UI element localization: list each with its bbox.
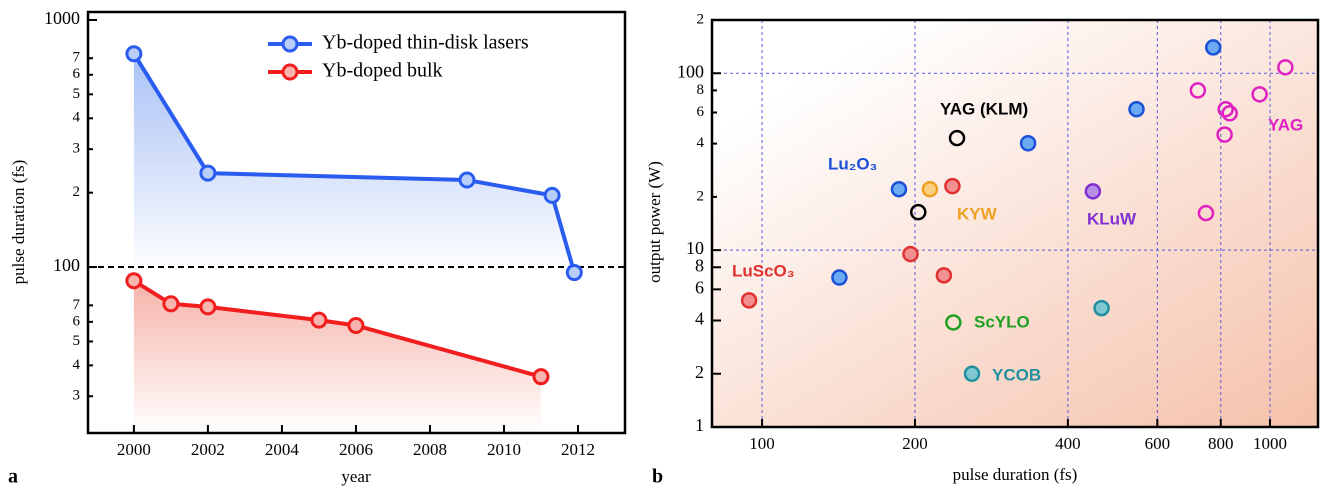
series-label: LuScO₃ <box>732 261 795 280</box>
panel-label: a <box>8 466 18 488</box>
point <box>1093 299 1110 317</box>
point <box>921 180 939 198</box>
y-tick-label: 6 <box>697 104 705 120</box>
x-axis-label: year <box>341 467 371 486</box>
point <box>963 365 981 383</box>
y-tick-label: 4 <box>695 309 704 329</box>
y-tick-label: 5 <box>73 333 81 349</box>
point <box>1204 39 1222 56</box>
point <box>1217 100 1234 118</box>
panel-label: b <box>652 466 663 488</box>
y-tick-label: 1000 <box>44 8 80 28</box>
marker <box>543 186 561 204</box>
marker <box>458 171 476 189</box>
y-tick-label: 10 <box>686 238 704 258</box>
point <box>1251 86 1268 103</box>
y-tick-label: 6 <box>73 313 81 329</box>
x-tick-label: 100 <box>749 434 775 453</box>
point <box>1128 100 1145 118</box>
x-tick-label: 2002 <box>191 440 225 459</box>
series-label: ScYLO <box>974 312 1030 331</box>
y-tick-label: 2 <box>697 188 705 204</box>
x-tick-label: 2006 <box>339 440 373 459</box>
legend-label: Yb-doped thin-disk lasers <box>322 32 529 54</box>
y-tick-label: 2 <box>73 184 81 200</box>
x-tick-label: 400 <box>1055 434 1081 453</box>
point <box>902 245 919 263</box>
y-tick-label: 100 <box>53 255 80 275</box>
point <box>1084 183 1102 200</box>
y-tick-label: 1 <box>695 415 704 435</box>
point <box>945 314 962 331</box>
marker <box>162 295 180 313</box>
point <box>1019 134 1037 152</box>
marker <box>310 311 328 329</box>
y-tick-label: 100 <box>677 61 704 81</box>
series-label: KLuW <box>1087 209 1137 228</box>
x-tick-label: 2008 <box>413 440 447 459</box>
y-tick-label: 2 <box>697 11 705 27</box>
y-tick-label: 6 <box>695 277 704 297</box>
axes-frame <box>710 18 1320 429</box>
y-axis-label: pulse duration (fs) <box>9 160 28 285</box>
x-axis-label: pulse duration (fs) <box>953 465 1078 484</box>
x-tick-label: 2000 <box>117 440 151 459</box>
marker <box>565 264 583 282</box>
y-tick-label: 3 <box>73 141 81 157</box>
legend-label: Yb-doped bulk <box>322 60 443 82</box>
legend-marker <box>281 35 299 53</box>
y-tick-label: 7 <box>73 50 81 66</box>
x-tick-label: 2012 <box>561 440 595 459</box>
plot-background <box>712 20 1318 427</box>
y-tick-label: 4 <box>697 135 705 151</box>
point <box>890 180 908 198</box>
area <box>133 53 575 273</box>
point <box>1221 105 1238 122</box>
series-label: KYW <box>957 204 998 223</box>
x-tick-label: 800 <box>1208 434 1234 453</box>
y-tick-label: 7 <box>73 297 81 313</box>
series-label: Lu₂O₃ <box>828 154 877 173</box>
x-tick-label: 2004 <box>265 440 300 459</box>
point <box>910 203 927 221</box>
y-axis-label: output power (W) <box>645 161 664 283</box>
point <box>935 267 953 284</box>
legend-marker <box>281 63 299 81</box>
marker <box>532 368 550 386</box>
marker <box>199 164 217 182</box>
x-tick-label: 2010 <box>487 440 521 459</box>
y-tick-label: 6 <box>73 66 81 82</box>
point <box>1189 82 1207 99</box>
point <box>740 292 758 309</box>
point <box>831 269 848 286</box>
series-label: YCOB <box>992 365 1041 384</box>
marker <box>125 45 143 63</box>
y-tick-label: 2 <box>695 362 704 382</box>
area <box>133 280 541 433</box>
marker <box>125 272 143 290</box>
y-tick-label: 8 <box>695 255 704 275</box>
point <box>1216 126 1233 143</box>
y-tick-label: 8 <box>697 82 705 98</box>
point <box>1197 204 1215 222</box>
point <box>948 129 966 147</box>
point <box>1277 59 1294 76</box>
x-tick-label: 600 <box>1145 434 1171 453</box>
y-tick-label: 5 <box>73 86 81 102</box>
y-tick-label: 4 <box>73 357 81 373</box>
series-label: YAG (KLM) <box>940 99 1028 118</box>
point <box>944 177 961 195</box>
marker <box>347 317 365 335</box>
x-tick-label: 200 <box>902 434 928 453</box>
y-tick-label: 4 <box>73 110 81 126</box>
marker <box>199 298 217 316</box>
x-tick-label: 1000 <box>1253 434 1287 453</box>
series-label: YAG <box>1268 115 1303 134</box>
y-tick-label: 3 <box>73 388 81 404</box>
